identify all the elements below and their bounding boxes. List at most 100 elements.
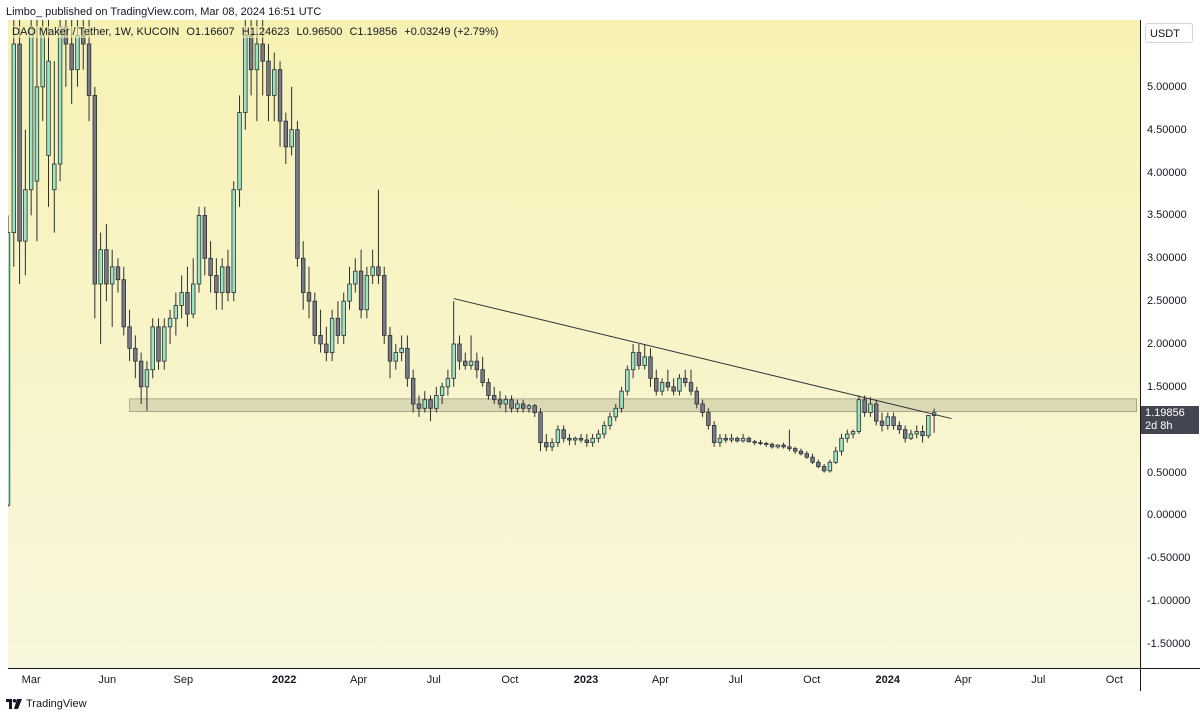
candle-up (272, 69, 277, 96)
time-tick-label: Apr (954, 674, 972, 686)
candle-up (845, 433, 850, 439)
candle-down (214, 275, 219, 293)
candle-down (376, 266, 381, 276)
candle-down (920, 431, 925, 437)
candle-down (636, 352, 642, 366)
candle-down (654, 377, 659, 392)
candle-up (573, 437, 578, 441)
candle-down (700, 403, 705, 413)
footer-brand: TradingView (26, 698, 87, 710)
candle-down (902, 429, 908, 439)
candle-down (428, 399, 433, 409)
candle-down (266, 60, 271, 96)
candle-down (86, 43, 92, 96)
candle-up (150, 326, 155, 371)
candle-down (405, 347, 410, 379)
candle-up (445, 377, 451, 388)
candle-down (202, 215, 207, 259)
candle-up (659, 382, 665, 392)
candle-up (144, 369, 150, 388)
time-axis[interactable]: Mar Jun Sep 2022 Apr Jul Oct 2023 Apr Jul Oct 2024 A… (8, 668, 1140, 691)
candle-down (804, 453, 809, 458)
candle-down (335, 317, 341, 336)
candle-up (370, 266, 375, 276)
candle-up (364, 275, 370, 311)
candle-down (457, 343, 462, 362)
candle-down (671, 386, 676, 392)
candle-down (104, 249, 109, 285)
candle-down (706, 412, 711, 426)
candle-up (34, 86, 40, 182)
candle-up (549, 442, 555, 448)
candle-up (23, 189, 28, 242)
candle-down (746, 437, 752, 443)
candle-down (225, 266, 231, 293)
candle-down (665, 382, 671, 388)
candle-up (11, 43, 16, 233)
candle-up (191, 283, 196, 315)
candle-up (526, 405, 532, 409)
candle-down (410, 377, 416, 405)
price-tick-label: -0.50000 (1147, 552, 1191, 565)
price-axis[interactable]: USDT 5.00000 4.50000 4.00000 3.50000 3.00000… (1140, 20, 1200, 668)
time-tick-label: 2024 (875, 674, 901, 686)
candle-down (688, 382, 694, 392)
candle-up (850, 431, 856, 435)
candle-down (694, 390, 699, 405)
candle-up (243, 35, 248, 113)
candle-down (538, 412, 543, 443)
time-tick-label: Jul (1031, 674, 1046, 686)
candle-down (816, 461, 821, 467)
candle-down (787, 446, 792, 449)
candle-down (584, 439, 590, 443)
candle-down (121, 279, 126, 328)
bar-countdown: 2d 8h (1145, 419, 1173, 432)
chart-pane[interactable]: DAO Maker / Tether, 1W, KUCOIN O1.16607 … (8, 20, 1140, 668)
time-tick-label: Oct (501, 674, 519, 686)
time-tick-label: Apr (651, 674, 669, 686)
candle-down (567, 437, 572, 441)
candle-down (879, 420, 885, 426)
footer: TradingView (6, 696, 87, 712)
currency-selector[interactable]: USDT (1145, 23, 1193, 43)
candle-up (237, 112, 242, 191)
candle-up (75, 35, 80, 71)
candle-up (601, 425, 607, 435)
candle-up (8, 232, 11, 506)
candle-up (926, 415, 931, 437)
candle-up (341, 300, 346, 336)
candle-down (92, 95, 98, 285)
candle-up (353, 270, 358, 285)
candle-down (862, 399, 867, 413)
candle-up (833, 450, 838, 463)
candle-down (769, 443, 775, 448)
axis-corner (1140, 668, 1200, 691)
candle-down (683, 377, 688, 383)
candle-down (69, 43, 74, 71)
candle-up (630, 352, 636, 371)
candle-down (711, 425, 717, 443)
legend-open: O1.16607 (186, 26, 235, 38)
candle-down (798, 450, 804, 455)
time-tick-label: Jul (728, 674, 743, 686)
candle-up (393, 352, 399, 362)
time-tick-label: Jul (426, 674, 441, 686)
candle-up (439, 386, 445, 396)
candle-down (306, 292, 312, 302)
price-tick-label: 2.00000 (1147, 338, 1187, 350)
price-chart[interactable] (8, 20, 1140, 668)
candle-down (301, 257, 306, 293)
candle-down (723, 437, 728, 441)
candle-down (127, 326, 132, 349)
candle-up (196, 215, 202, 285)
last-price-label: 1.19856 2d 8h (1141, 405, 1199, 434)
candle-down (156, 326, 161, 362)
price-tick-label: 2.50000 (1147, 295, 1187, 308)
candle-up (729, 437, 734, 441)
candle-up (162, 326, 167, 362)
candle-up (231, 189, 236, 293)
candle-down (358, 270, 364, 311)
candle-up (109, 266, 115, 285)
time-tick-label: 2022 (271, 674, 297, 686)
candle-down (185, 292, 190, 315)
